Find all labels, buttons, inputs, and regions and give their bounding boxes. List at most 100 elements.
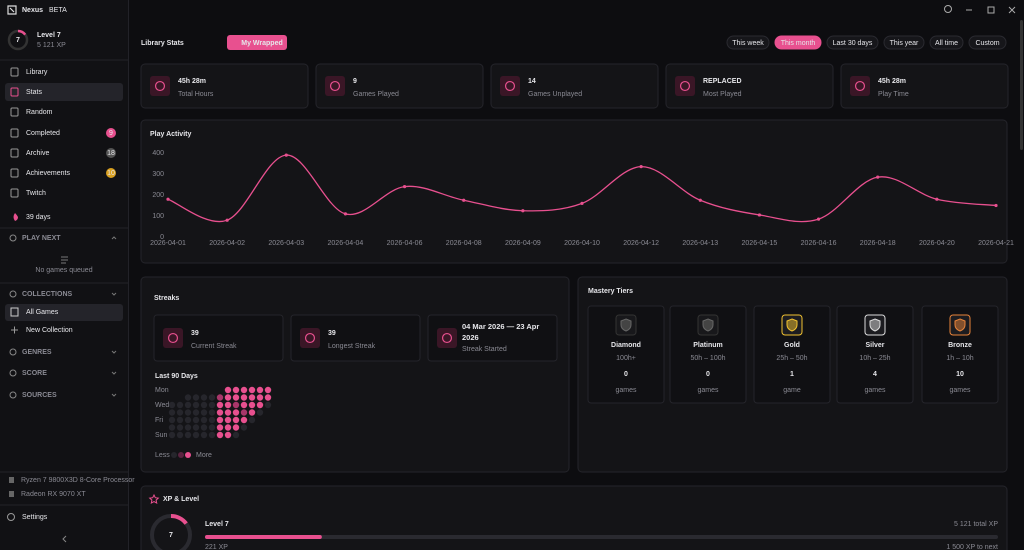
level-xp: 5 121 XP	[37, 42, 66, 49]
heatmap-cell	[200, 409, 208, 416]
tier-unit: games	[697, 387, 719, 394]
range-button-text[interactable]: This week	[732, 40, 764, 47]
streak-card	[153, 314, 284, 362]
streak-icon-glyph	[304, 332, 316, 344]
mastery-title: Mastery Tiers	[588, 288, 633, 295]
stat-card	[665, 63, 834, 109]
streaks-card	[140, 276, 570, 473]
heatmap-cell	[240, 386, 248, 394]
collection-item[interactable]: New Collection	[26, 327, 73, 334]
heatmap-cell	[232, 386, 240, 394]
stat-icon	[150, 76, 170, 96]
heatmap-cell	[192, 409, 200, 416]
level-number: 7	[16, 37, 20, 44]
heatmap-cell	[176, 416, 184, 424]
xp-next: 1 500 XP to next	[946, 544, 998, 550]
x-tick-label: 2026-04-04	[328, 240, 364, 247]
star-icon	[148, 493, 160, 505]
stat-card	[840, 63, 1009, 109]
stat-label: Games Played	[353, 91, 399, 98]
streak-value: 39	[191, 330, 199, 337]
tier-unit: games	[864, 387, 886, 394]
x-tick-label: 2026-04-03	[268, 240, 304, 247]
chart-title: Play Activity	[150, 131, 191, 138]
streak-label: Current Streak	[191, 343, 237, 350]
nav-item[interactable]: Completed	[26, 130, 60, 137]
tier-count: 0	[706, 371, 710, 378]
nav-item[interactable]: Stats	[26, 89, 42, 96]
heatmap-cell	[192, 416, 200, 424]
range-button[interactable]	[883, 35, 925, 50]
tier-card	[669, 305, 747, 404]
wrapped-button[interactable]	[227, 35, 287, 50]
range-button[interactable]	[726, 35, 770, 50]
search-button[interactable]	[944, 5, 952, 13]
activity-point	[284, 153, 288, 157]
nav-item[interactable]: Random	[26, 109, 53, 116]
tier-card	[587, 305, 665, 404]
range-button-text[interactable]: This year	[890, 40, 919, 47]
page-title: Library Stats	[141, 40, 184, 47]
logo	[7, 5, 17, 15]
nav-item[interactable]: Library	[26, 69, 48, 76]
activity-point	[994, 203, 998, 208]
xp-level-title: Level 7	[205, 521, 229, 528]
stat-icon	[675, 76, 695, 96]
nav-badge-text: 10	[107, 170, 115, 177]
collection-item[interactable]: All Games	[26, 309, 59, 316]
range-button[interactable]	[826, 35, 879, 50]
section-icon	[9, 290, 17, 298]
heatmap-cell	[208, 431, 216, 439]
range-button[interactable]	[929, 35, 964, 50]
tier-count: 1	[790, 371, 794, 378]
x-tick-label: 2026-04-08	[446, 240, 482, 247]
stat-icon-glyph	[329, 80, 341, 92]
activity-point	[166, 197, 170, 201]
tier-card	[921, 305, 999, 404]
tier-card	[753, 305, 831, 404]
nav-item[interactable]: Achievements	[26, 170, 70, 177]
stat-icon-glyph	[679, 80, 691, 92]
nav-badge	[106, 148, 116, 158]
section-title[interactable]: SCORE	[22, 370, 47, 377]
range-button-text[interactable]: Custom	[975, 40, 999, 47]
stat-icon-glyph	[854, 80, 866, 92]
range-button-text[interactable]: All time	[935, 40, 958, 47]
tier-range: 50h – 100h	[690, 355, 725, 362]
section-title[interactable]: SOURCES	[22, 392, 57, 399]
section-title[interactable]: GENRES	[22, 349, 52, 356]
range-button-text[interactable]: Last 30 days	[833, 40, 873, 47]
heatmap-cell	[208, 424, 216, 431]
section-title[interactable]: COLLECTIONS	[22, 291, 72, 298]
level-title: Level 7	[37, 32, 61, 39]
activity-point	[343, 212, 348, 216]
settings[interactable]: Settings	[22, 514, 48, 521]
streak-label: Streak Started	[462, 346, 507, 353]
section-title[interactable]: PLAY NEXT	[22, 235, 61, 242]
x-tick-label: 2026-04-12	[623, 240, 659, 247]
heatmap-cell	[232, 409, 240, 416]
activity-point	[639, 165, 643, 169]
heatmap-cell	[216, 424, 224, 431]
range-button[interactable]	[968, 35, 1007, 50]
level-ring-progress	[17, 29, 27, 36]
heatmap-cell	[168, 401, 176, 409]
heatmap-cell	[240, 394, 248, 401]
streak-icon	[300, 328, 320, 348]
heatmap-cell	[232, 401, 240, 409]
wrapped-button-text[interactable]: My Wrapped	[241, 40, 283, 47]
streak-days: 39 days	[26, 214, 51, 221]
tier-unit: game	[783, 387, 801, 394]
sidebar	[0, 0, 128, 550]
nav-icon	[10, 128, 19, 138]
maximize-button[interactable]	[987, 6, 995, 14]
nav-item[interactable]: Twitch	[26, 190, 46, 197]
range-button-text[interactable]: This month	[781, 40, 816, 47]
range-button[interactable]	[774, 35, 822, 50]
day-label: Wed	[155, 402, 169, 409]
close-button[interactable]	[1008, 6, 1016, 14]
heatmap-cell	[176, 401, 184, 409]
section-icon	[9, 391, 17, 399]
nav-item[interactable]: Archive	[26, 150, 49, 157]
streak-icon	[437, 328, 457, 348]
